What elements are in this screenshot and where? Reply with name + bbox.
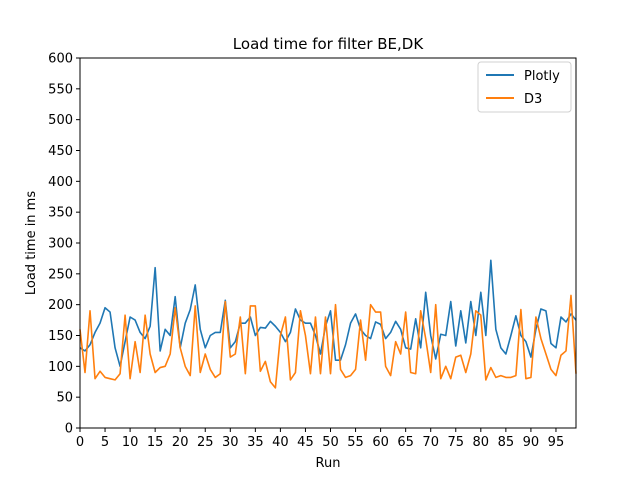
y-tick-label: 400 (48, 175, 73, 190)
x-tick-label: 15 (147, 435, 164, 450)
x-tick-label: 60 (372, 435, 389, 450)
x-tick-label: 90 (523, 435, 540, 450)
y-tick-label: 200 (48, 298, 73, 313)
y-tick-label: 250 (48, 267, 73, 282)
y-tick-label: 50 (56, 391, 73, 406)
y-tick-label: 500 (48, 113, 73, 128)
y-axis: 0 50 100 150 200 250 300 350 400 450 500 550 600 (48, 52, 80, 437)
x-tick-label: 95 (548, 435, 565, 450)
series-line-d3 (79, 294, 577, 389)
chart-title: Load time for filter BE,DK (233, 35, 425, 53)
x-axis-label: Run (316, 456, 341, 471)
x-axis: 0 5 10 15 20 25 30 35 40 45 50 55 60 65 70 75 80 85 90 95 (76, 428, 564, 450)
legend-label-d3: D3 (524, 92, 542, 107)
x-tick-label: 25 (197, 435, 214, 450)
plot-frame (79, 57, 577, 429)
x-tick-label: 35 (247, 435, 264, 450)
legend: Plotly D3 (477, 61, 572, 113)
x-tick-label: 40 (272, 435, 289, 450)
x-tick-label: 10 (122, 435, 139, 450)
y-tick-label: 100 (48, 360, 73, 375)
x-tick-label: 0 (76, 435, 84, 450)
y-tick-label: 450 (48, 144, 73, 159)
x-tick-label: 20 (172, 435, 189, 450)
x-tick-label: 50 (322, 435, 339, 450)
x-tick-label: 85 (498, 435, 515, 450)
x-tick-label: 70 (422, 435, 439, 450)
x-tick-label: 45 (297, 435, 314, 450)
series-line-plotly (79, 259, 577, 368)
x-tick-label: 65 (397, 435, 414, 450)
legend-label-plotly: Plotly (524, 69, 560, 84)
y-tick-label: 300 (48, 237, 73, 252)
y-tick-label: 550 (48, 82, 73, 97)
y-tick-label: 0 (65, 422, 73, 437)
plot-area (79, 259, 577, 389)
x-tick-label: 75 (447, 435, 464, 450)
x-tick-label: 5 (101, 435, 109, 450)
x-tick-label: 55 (347, 435, 364, 450)
y-axis-label: Load time in ms (24, 191, 39, 295)
x-tick-label: 30 (222, 435, 239, 450)
x-tick-label: 80 (473, 435, 490, 450)
y-tick-label: 600 (48, 52, 73, 67)
y-tick-label: 150 (48, 329, 73, 344)
y-tick-label: 350 (48, 206, 73, 221)
